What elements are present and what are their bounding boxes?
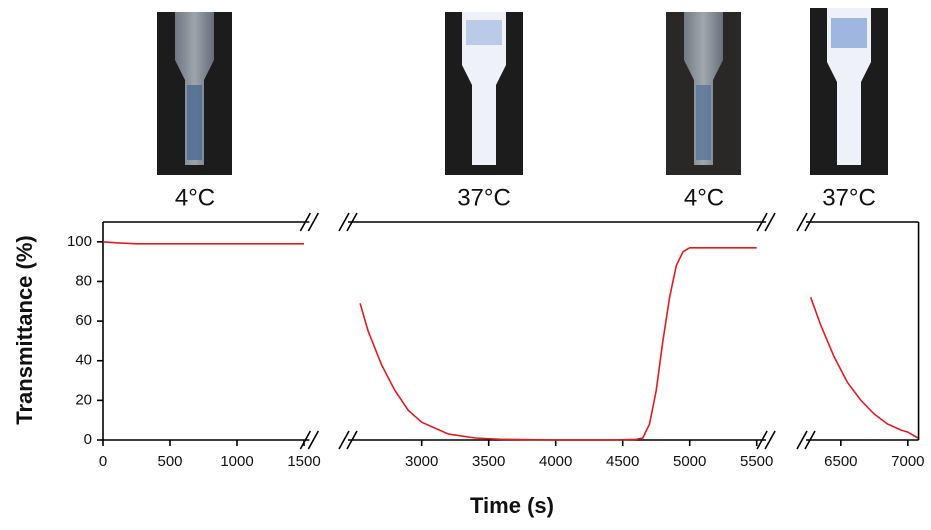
x-tick-label: 5000 [673,453,706,470]
axis-break [756,430,768,450]
x-tick-label: 4000 [539,453,572,470]
axis-break [764,212,776,232]
y-tick-label: 80 [75,272,92,289]
y-tick-label: 0 [84,431,92,448]
x-tick-label: 6500 [824,453,857,470]
y-tick-label: 100 [67,233,92,250]
axis-break [796,430,808,450]
line [102,241,304,245]
x-tick-label: 500 [157,453,182,470]
axis-break [299,430,312,450]
y-tick-label: 40 [75,352,92,369]
photo [810,8,888,175]
x-axis-title: Time (s) [470,493,554,518]
photo [157,12,232,175]
axis-break [796,212,808,232]
line [359,247,757,441]
x-tick-label: 0 [99,453,107,470]
photo-label: 37°C [457,184,511,211]
photo [445,12,523,175]
x-tick-label: 1500 [287,453,320,470]
y-tick-label: 20 [75,391,92,408]
x-tick-label: 3000 [405,453,438,470]
photo-label: 4°C [175,184,215,211]
axis-break [338,212,350,232]
x-tick-label: 3500 [472,453,505,470]
x-tick-label: 7000 [891,453,924,470]
x-tick-label: 5500 [740,453,773,470]
photos [157,8,888,175]
axis-break [307,212,320,232]
photo-label: 4°C [684,184,724,211]
x-tick-label: 4500 [606,453,639,470]
photo [666,12,741,175]
line [809,297,919,439]
x-tick-label: 1000 [220,453,253,470]
axis-break [338,430,350,450]
photo-label: 37°C [822,184,876,211]
axis-break [299,212,312,232]
axis-break [764,430,776,450]
axis-break [756,212,768,232]
axis-break [307,430,320,450]
y-tick-label: 60 [75,312,92,329]
y-axis-title: Transmittance (%) [12,235,37,425]
